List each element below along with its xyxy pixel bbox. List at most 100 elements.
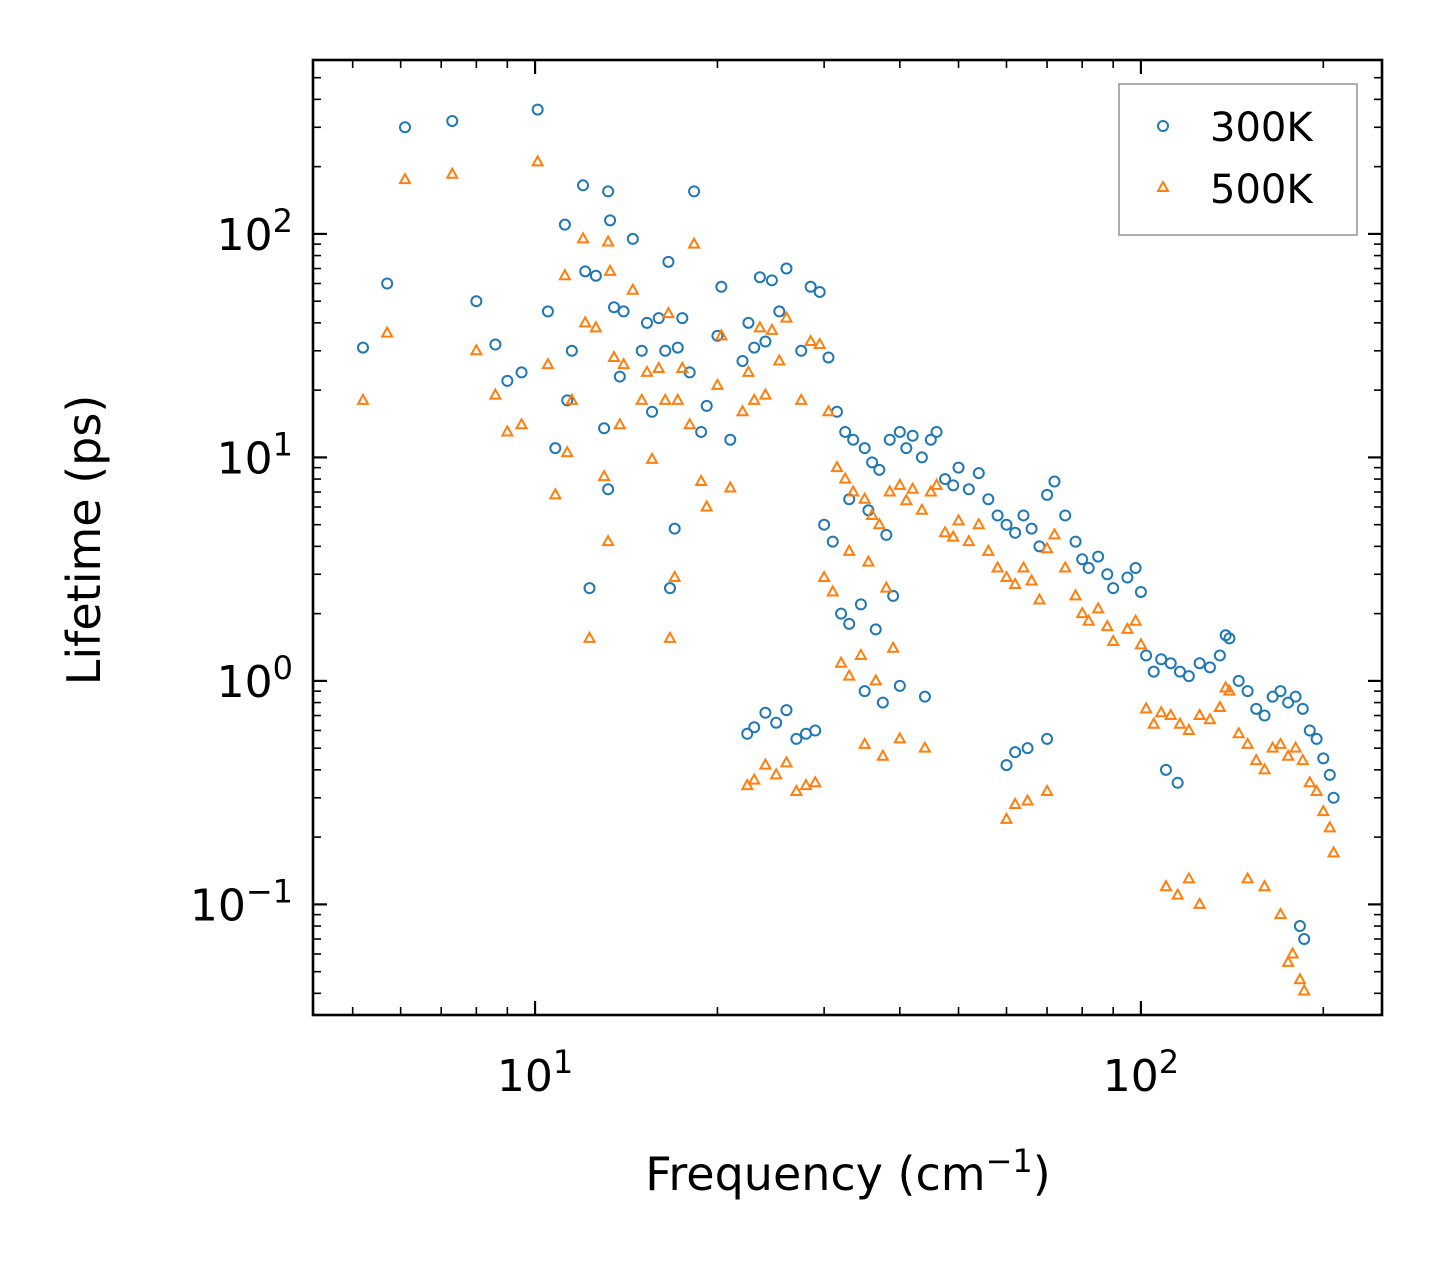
point-300K xyxy=(1017,509,1030,522)
point-300K xyxy=(1048,475,1061,488)
point-300K xyxy=(1082,562,1095,575)
point-500K xyxy=(1173,716,1187,729)
point-500K xyxy=(899,493,914,506)
point-300K xyxy=(357,341,370,354)
point-300K xyxy=(1025,522,1038,535)
point-300K xyxy=(1021,742,1034,755)
y-axis-title: Lifetime (ps) xyxy=(57,395,111,686)
point-500K xyxy=(1326,845,1341,858)
point-300K xyxy=(795,344,808,357)
point-500K xyxy=(671,392,685,405)
point-500K xyxy=(972,517,986,530)
point-300K xyxy=(1274,685,1287,698)
point-300K xyxy=(736,355,749,368)
point-500K xyxy=(714,328,729,341)
point-300K xyxy=(577,179,590,192)
point-500K xyxy=(1309,783,1324,797)
legend-label-300k: 300K xyxy=(1210,105,1314,151)
point-300K xyxy=(1327,791,1340,804)
point-300K xyxy=(1296,702,1309,715)
point-500K xyxy=(601,534,615,547)
point-300K xyxy=(579,265,592,278)
point-300K xyxy=(858,685,871,698)
point-300K xyxy=(695,425,708,438)
point-500K xyxy=(380,325,394,338)
point-300K xyxy=(1159,763,1172,776)
point-300K xyxy=(1129,562,1142,575)
point-500K xyxy=(924,484,938,497)
point-300K xyxy=(724,433,737,446)
point-500K xyxy=(765,322,779,335)
point-500K xyxy=(1075,606,1089,619)
point-500K xyxy=(799,778,813,791)
point-500K xyxy=(1231,726,1246,739)
point-500K xyxy=(607,349,621,362)
point-500K xyxy=(560,445,574,458)
point-500K xyxy=(905,481,920,494)
x-tick-label-base: 10 xyxy=(497,1051,553,1102)
point-300K xyxy=(947,479,960,492)
point-300K xyxy=(640,316,653,329)
point-300K xyxy=(887,589,900,602)
point-300K xyxy=(565,344,578,357)
data-points xyxy=(356,103,1341,996)
point-300K xyxy=(1147,665,1160,678)
point-500K xyxy=(886,640,900,653)
point-500K xyxy=(1081,613,1096,626)
y-tick-label-exp: −1 xyxy=(246,872,293,910)
point-500K xyxy=(1068,588,1083,601)
point-500K xyxy=(1240,736,1255,749)
point-500K xyxy=(398,172,412,185)
point-500K xyxy=(872,517,887,530)
point-300K xyxy=(939,473,952,486)
point-500K xyxy=(1134,637,1148,650)
point-300K xyxy=(1203,661,1216,674)
point-500K xyxy=(915,502,929,515)
point-500K xyxy=(990,560,1005,573)
y-tick-label-exp: 0 xyxy=(273,649,293,687)
point-500K xyxy=(640,364,654,377)
point-300K xyxy=(924,433,937,446)
point-500K xyxy=(946,529,960,542)
point-300K xyxy=(558,218,571,231)
point-300K xyxy=(700,399,713,412)
x-axis-title-end: ) xyxy=(1033,1147,1051,1201)
legend-marker-300k xyxy=(1157,120,1169,132)
point-300K xyxy=(1059,509,1072,522)
point-500K xyxy=(999,811,1014,824)
y-tick-label-exp: 1 xyxy=(273,425,293,463)
point-300K xyxy=(531,103,544,116)
point-300K xyxy=(1258,709,1271,722)
point-300K xyxy=(1323,768,1336,781)
point-500K xyxy=(578,315,592,328)
point-300K xyxy=(1250,702,1263,715)
point-500K xyxy=(601,234,615,247)
legend-label-500k: 500K xyxy=(1210,167,1314,213)
point-500K xyxy=(1293,972,1307,985)
point-500K xyxy=(813,336,827,350)
legend-marker-500k xyxy=(1156,179,1170,192)
point-500K xyxy=(741,364,756,377)
point-300K xyxy=(1317,752,1330,765)
point-500K xyxy=(683,417,697,430)
point-500K xyxy=(1285,946,1300,959)
point-300K xyxy=(906,429,919,442)
point-300K xyxy=(1182,670,1195,683)
point-300K xyxy=(646,405,659,418)
point-500K xyxy=(589,320,603,333)
point-500K xyxy=(842,543,856,556)
point-300K xyxy=(688,185,701,198)
point-500K xyxy=(821,404,836,417)
point-500K xyxy=(893,477,907,490)
point-500K xyxy=(1249,753,1263,766)
point-300K xyxy=(589,269,602,282)
point-300K xyxy=(858,442,871,455)
point-300K xyxy=(489,338,502,351)
point-500K xyxy=(1020,793,1035,806)
point-500K xyxy=(865,507,879,520)
point-500K xyxy=(769,767,783,780)
point-300K xyxy=(893,425,906,438)
point-500K xyxy=(857,736,872,749)
point-500K xyxy=(772,353,786,366)
point-300K xyxy=(873,463,886,476)
